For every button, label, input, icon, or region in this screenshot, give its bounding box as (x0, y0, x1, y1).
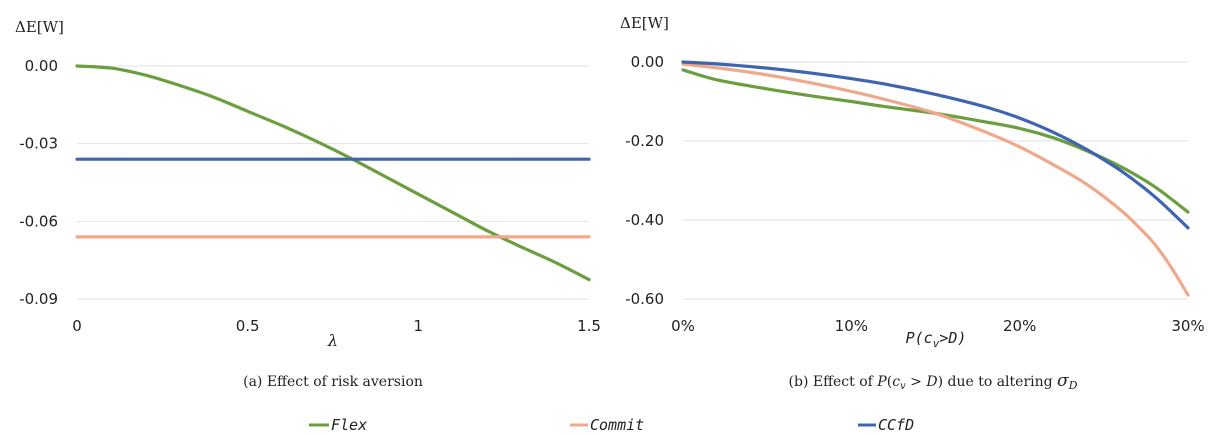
chart-a-caption: (a) Effect of risk aversion (243, 374, 423, 390)
x-tick-label: 1 (414, 317, 424, 335)
chart-b-xlabel: P(cv>D) (906, 329, 967, 350)
legend-item-commit: Commit (570, 416, 644, 434)
legend-label-commit: Commit (590, 416, 644, 434)
legend: Flex Commit CCfD (309, 416, 914, 434)
legend-label-ccfd: CCfD (878, 416, 914, 434)
chart-b-x-ticks: 0% 10% 20% 30% (671, 317, 1205, 335)
chart-b-caption: (b) Effect of P(cv > D) due to altering … (789, 371, 1078, 392)
series-line-flex (75, 64, 591, 282)
legend-item-flex: Flex (309, 416, 367, 434)
series-line-flex (681, 68, 1190, 214)
y-tick-label: 0.00 (25, 57, 58, 75)
chart-b-series (681, 60, 1190, 297)
legend-label-flex: Flex (331, 416, 367, 434)
x-tick-label: 0.5 (236, 317, 260, 335)
x-tick-label: 1.5 (577, 317, 601, 335)
x-tick-label: 30% (1171, 317, 1204, 335)
y-tick-label: -0.06 (19, 212, 58, 230)
y-tick-label: -0.20 (625, 132, 664, 150)
x-tick-label: 0 (72, 317, 82, 335)
x-tick-label: 0% (671, 317, 695, 335)
series-line-ccfd (681, 60, 1190, 230)
chart-b-y-ticks: 0.00 -0.20 -0.40 -0.60 (625, 53, 664, 308)
y-tick-label: -0.40 (625, 211, 664, 229)
series-line-commit (681, 62, 1190, 297)
chart-a-series (75, 64, 591, 282)
x-tick-label: 20% (1003, 317, 1036, 335)
chart-a-xlabel: λ (327, 331, 338, 350)
chart-b: ΔE[W] 0.00 -0.20 -0.40 -0.60 0% 10% 20% 30% P(… (620, 14, 1205, 392)
chart-a-y-ticks: 0.00 -0.03 -0.06 -0.09 (19, 57, 58, 308)
chart-a-grid (77, 65, 589, 300)
chart-a-x-ticks: 0 0.5 1 1.5 (72, 317, 601, 335)
chart-a: ΔE[W] 0.00 -0.03 -0.06 -0.09 0 0.5 1 1.5 λ (a)… (15, 18, 601, 390)
chart-b-ylabel: ΔE[W] (620, 14, 669, 32)
chart-a-ylabel: ΔE[W] (15, 18, 64, 36)
y-tick-label: -0.03 (19, 135, 58, 153)
y-tick-label: -0.09 (19, 290, 58, 308)
x-tick-label: 10% (835, 317, 868, 335)
legend-item-ccfd: CCfD (858, 416, 914, 434)
chart-b-grid (683, 61, 1188, 300)
y-tick-label: 0.00 (631, 53, 664, 71)
y-tick-label: -0.60 (625, 290, 664, 308)
